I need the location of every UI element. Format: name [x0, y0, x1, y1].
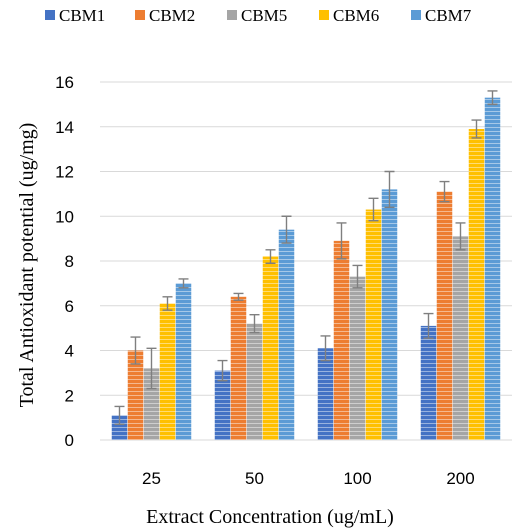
legend-swatch-cbm1 [45, 10, 55, 20]
legend-label-cbm2: CBM2 [149, 6, 195, 25]
bar-cbm1-25 [111, 415, 128, 440]
error-bar [336, 222, 347, 260]
error-bar [384, 170, 395, 208]
bar-cbm5-200 [452, 236, 469, 440]
y-tick-label: 8 [65, 252, 74, 271]
bar-cbm7-25 [175, 283, 192, 440]
error-bar [146, 347, 157, 390]
legend-label-cbm5: CBM5 [241, 6, 287, 25]
error-bar [130, 336, 141, 365]
legend-label-cbm7: CBM7 [425, 6, 472, 25]
error-bar [162, 296, 173, 311]
bar-cbm5-100 [349, 276, 366, 440]
bars [111, 97, 501, 441]
error-bar [320, 335, 331, 362]
error-bar [178, 278, 189, 289]
bar-cbm2-200 [436, 191, 453, 440]
bar-cbm7-50 [278, 229, 295, 440]
bar-cbm7-100 [381, 189, 398, 440]
bar-cbm5-25 [143, 368, 160, 440]
bar-cbm1-100 [317, 348, 334, 440]
error-bar [455, 222, 466, 251]
bar-cbm7-200 [484, 97, 501, 440]
y-tick-label: 16 [55, 73, 74, 92]
bar-cbm5-50 [246, 323, 263, 440]
x-axis-ticks: 25 50 100 200 [142, 469, 475, 488]
bar-cbm6-200 [468, 128, 485, 441]
error-bar [368, 197, 379, 222]
error-bar [249, 314, 260, 334]
error-bar [352, 264, 363, 289]
error-bar [423, 312, 434, 339]
error-bar [233, 292, 244, 301]
bar-cbm1-200 [420, 325, 437, 440]
y-axis-title: Total Antioxidant potential (ug/mg) [16, 123, 38, 408]
y-tick-label: 2 [65, 386, 74, 405]
legend-swatch-cbm7 [411, 10, 421, 20]
y-tick-label: 14 [55, 118, 74, 137]
x-tick-label: 25 [142, 469, 161, 488]
legend-label-cbm6: CBM6 [333, 6, 379, 25]
y-tick-label: 10 [55, 207, 74, 226]
legend-swatch-cbm5 [227, 10, 237, 20]
bar-cbm1-50 [214, 370, 231, 440]
bar-cbm6-50 [262, 256, 279, 440]
x-axis-title: Extract Concentration (ug/mL) [146, 506, 394, 528]
legend-label-cbm1: CBM1 [59, 6, 105, 25]
y-tick-label: 6 [65, 297, 74, 316]
bar-cbm6-25 [159, 303, 176, 440]
legend-swatch-cbm6 [319, 10, 329, 20]
y-tick-label: 12 [55, 163, 74, 182]
x-tick-label: 200 [446, 469, 474, 488]
bar-cbm2-100 [333, 240, 350, 440]
bar-cbm2-25 [127, 350, 144, 440]
y-tick-label: 0 [65, 431, 74, 450]
error-bar [265, 249, 276, 264]
legend: CBM1 CBM2 CBM5 CBM6 CBM7 [45, 6, 472, 25]
y-tick-label: 4 [65, 342, 74, 361]
x-tick-label: 100 [343, 469, 371, 488]
x-tick-label: 50 [245, 469, 264, 488]
error-bar [281, 215, 292, 244]
error-bar [439, 180, 450, 203]
bar-cbm6-100 [365, 209, 382, 440]
legend-swatch-cbm2 [135, 10, 145, 20]
error-bar [217, 359, 228, 382]
bar-cbm2-50 [230, 296, 247, 440]
error-bars [114, 90, 498, 426]
error-bar [487, 90, 498, 106]
error-bar [471, 119, 482, 139]
error-bar [114, 405, 125, 426]
y-axis-ticks: 0 2 4 6 8 10 12 14 16 [55, 73, 74, 450]
